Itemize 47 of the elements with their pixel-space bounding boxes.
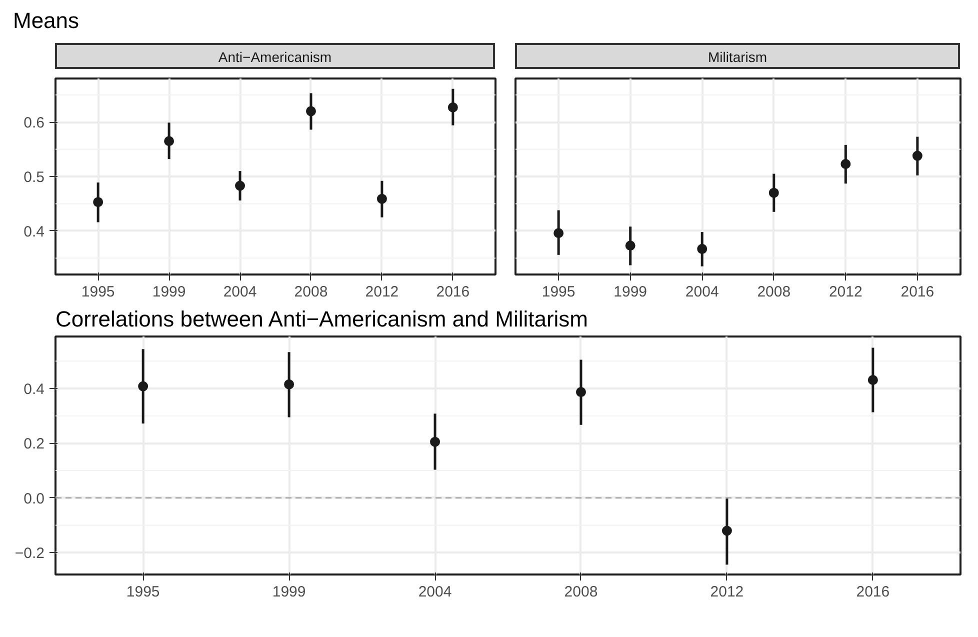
x-tick-label: 1999: [272, 584, 306, 600]
point: [576, 387, 586, 398]
x-tick-label: 2012: [710, 584, 744, 600]
x-tick-label: 2004: [418, 584, 452, 600]
x-tick-label: 2012: [365, 284, 399, 300]
x-tick-label: 2008: [294, 284, 328, 300]
chart-subtitle: Anti−Americanism: [218, 48, 332, 67]
x-tick-label: 2004: [685, 284, 719, 300]
point: [376, 194, 387, 204]
x-tick-label: 1995: [81, 284, 115, 300]
x-tick-label: 1995: [126, 584, 160, 600]
point: [625, 240, 636, 251]
y-tick-label: 0.4: [24, 380, 45, 398]
point: [554, 228, 564, 238]
x-tick-label: 2016: [856, 584, 890, 600]
point: [235, 180, 246, 191]
x-tick-label: 1995: [542, 284, 576, 300]
point: [93, 197, 104, 208]
x-tick-label: 2012: [828, 284, 862, 300]
x-tick-label: 2016: [900, 284, 934, 300]
point: [868, 375, 878, 385]
y-tick-label: −0.2: [14, 545, 45, 562]
point: [164, 136, 174, 146]
y-tick-label: 0.4: [24, 223, 45, 240]
point: [697, 244, 708, 254]
y-tick-label: 0.6: [24, 114, 45, 132]
x-tick-label: 1999: [152, 284, 186, 300]
y-tick-label: 0.0: [24, 490, 45, 508]
x-tick-label: 2008: [757, 284, 791, 300]
point: [448, 102, 458, 112]
point: [284, 379, 294, 390]
point: [306, 106, 316, 116]
y-tick-label: 0.2: [24, 436, 45, 453]
y-tick-label: 0.5: [24, 169, 45, 186]
chart-title: Correlations between Anti−Americanism and Militarism: [56, 306, 588, 332]
x-tick-label: 2004: [223, 284, 257, 300]
point: [840, 158, 851, 169]
x-tick-label: 2008: [564, 584, 598, 600]
chart-subtitle: Militarism: [708, 48, 768, 67]
x-tick-label: 1999: [614, 284, 648, 300]
point: [722, 526, 732, 536]
point: [430, 436, 440, 447]
point: [768, 188, 779, 198]
chart-title: Means: [13, 7, 80, 35]
point: [138, 381, 148, 392]
point: [912, 150, 922, 161]
x-tick-label: 2016: [436, 284, 470, 300]
